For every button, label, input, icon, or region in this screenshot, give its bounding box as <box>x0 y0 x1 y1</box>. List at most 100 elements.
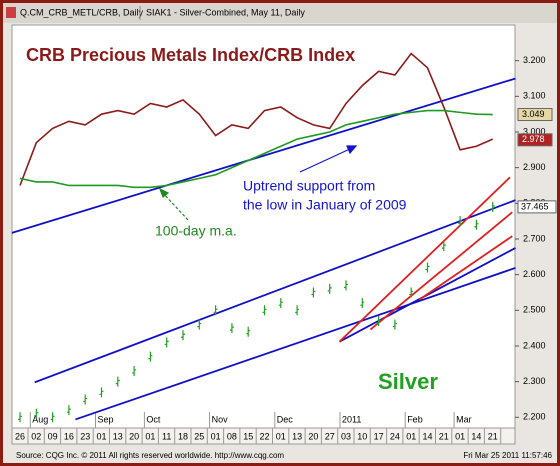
price-tag <box>517 133 553 147</box>
price-bar <box>392 319 397 330</box>
trendline <box>11 77 516 234</box>
price-bar <box>295 305 300 316</box>
price-bar <box>99 387 104 398</box>
price-bar <box>164 337 169 348</box>
price-bar <box>409 287 414 298</box>
price-bar <box>441 241 446 252</box>
x-tick-label: 09 <box>48 431 58 441</box>
price-bar <box>327 283 332 294</box>
x-tick-label: 23 <box>80 431 90 441</box>
x-tick-label: 21 <box>488 431 498 441</box>
y-tick-label: 2.400 <box>523 340 546 350</box>
price-bar <box>311 287 316 298</box>
annotation: the low in January of 2009 <box>243 197 407 213</box>
annotation: Silver <box>378 369 438 394</box>
footer-source: Source: CQG Inc. © 2011 All rights reser… <box>16 451 284 460</box>
x-tick-label: 01 <box>455 431 465 441</box>
header-left: Q.CM_CRB_METL/CRB, Daily <box>20 7 144 17</box>
price-tag-label: 3.049 <box>522 109 545 119</box>
price-bar <box>18 412 22 423</box>
y-tick-label: 2.600 <box>523 269 546 279</box>
x-tick-label: 11 <box>162 431 171 441</box>
header-right: SIAK1 - Silver-Combined, May 11, Daily <box>146 7 305 17</box>
annotation: 100-day m.a. <box>155 223 237 239</box>
price-bar <box>229 323 234 334</box>
month-label: Mar <box>456 414 472 424</box>
header-bar <box>3 3 557 23</box>
price-bar <box>376 316 381 327</box>
chart-title: CRB Precious Metals Index/CRB Index <box>26 45 355 65</box>
price-bar <box>490 201 495 212</box>
y-tick-label: 2.700 <box>523 233 546 243</box>
x-tick-label: 17 <box>374 431 384 441</box>
footer-time: Fri Mar 25 2011 11:57:46 <box>463 451 552 460</box>
x-tick-label: 21 <box>439 431 449 441</box>
month-label: Sep <box>98 414 114 424</box>
trendline <box>418 235 513 301</box>
price-bar <box>132 365 137 376</box>
trendline <box>75 267 516 421</box>
month-label: Feb <box>407 414 423 424</box>
x-tick-label: 02 <box>31 431 41 441</box>
trend-arrow <box>299 145 358 173</box>
x-tick-label: 13 <box>113 431 123 441</box>
price-bar <box>50 412 55 423</box>
price-bar <box>360 298 365 309</box>
x-tick-label: 13 <box>292 431 302 441</box>
trendline <box>338 176 511 343</box>
header-icon <box>6 7 16 18</box>
y-tick-label: 2.300 <box>523 376 546 386</box>
price-bar <box>278 298 283 309</box>
series-line <box>19 109 493 189</box>
annotation: Uptrend support from <box>243 178 375 194</box>
price-bar <box>344 280 348 291</box>
price-bar <box>34 408 39 419</box>
x-tick-label: 18 <box>178 431 188 441</box>
x-tick-label: 01 <box>406 431 416 441</box>
month-label: 2011 <box>342 414 361 424</box>
plot-area <box>11 24 516 429</box>
price-bar <box>425 262 430 273</box>
ma-arrow <box>158 187 189 221</box>
x-tick-label: 22 <box>259 431 269 441</box>
y-tick-label: 3.100 <box>523 91 546 101</box>
x-tick-label: 15 <box>243 431 253 441</box>
month-label: Nov <box>212 414 229 424</box>
y-tick-label: 3.200 <box>523 55 546 65</box>
x-tick-label: 01 <box>96 431 106 441</box>
x-tick-label: 03 <box>341 431 351 441</box>
x-tick-label: 14 <box>471 431 481 441</box>
price-bar <box>66 405 71 416</box>
price-bar <box>213 305 218 316</box>
price-bar <box>474 219 479 230</box>
price-bar <box>246 326 251 337</box>
y-tick-label: 2.500 <box>523 305 546 315</box>
month-label: Aug <box>32 414 48 424</box>
x-tick-label: 14 <box>422 431 432 441</box>
price-tag <box>517 108 553 122</box>
y-tick-label: 2.900 <box>523 162 546 172</box>
x-tick-label: 25 <box>194 431 204 441</box>
x-tick-label: 26 <box>15 431 25 441</box>
series-line <box>19 52 494 186</box>
x-tick-label: 08 <box>227 431 237 441</box>
x-tick-label: 24 <box>390 431 400 441</box>
x-tick-label: 20 <box>129 431 139 441</box>
price-bar <box>148 351 153 362</box>
price-tag <box>517 200 557 214</box>
month-label: Dec <box>277 414 294 424</box>
price-bar <box>83 394 88 405</box>
x-tick-label: 20 <box>308 431 318 441</box>
month-label: Oct <box>146 414 161 424</box>
price-tag-label: 2.978 <box>522 134 545 144</box>
x-tick-label: 27 <box>325 431 335 441</box>
price-tag-label: 37.465 <box>521 201 549 211</box>
x-tick-label: 01 <box>145 431 155 441</box>
x-tick-label: 01 <box>211 431 221 441</box>
x-tick-label: 10 <box>357 431 367 441</box>
trendline <box>369 211 513 331</box>
price-bar <box>197 319 202 330</box>
price-bar <box>458 216 463 227</box>
x-tick-label: 16 <box>64 431 74 441</box>
